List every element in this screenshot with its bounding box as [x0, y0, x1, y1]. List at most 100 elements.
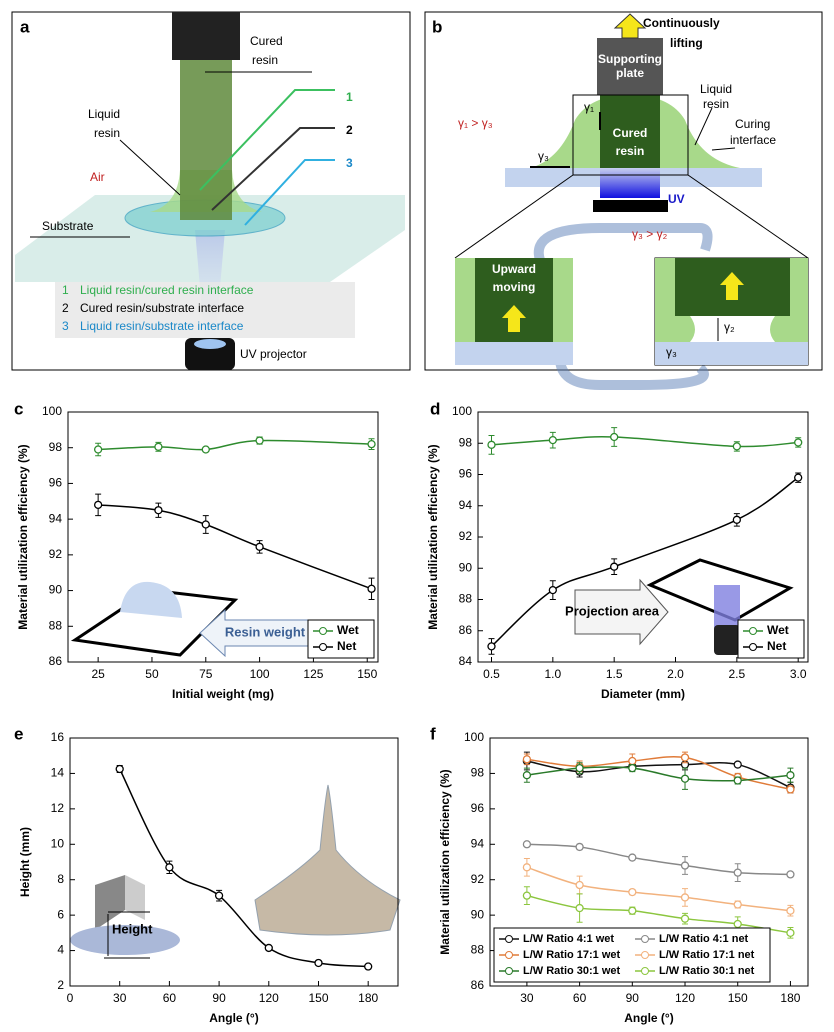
series-line: [491, 436, 799, 448]
beam: [714, 585, 740, 630]
panel-a: a Cured resin Liquid resin Air Substrate…: [11, 11, 411, 371]
x-tick-label: 125: [303, 667, 323, 681]
x-tick-label: 150: [357, 667, 377, 681]
marker: [201, 445, 210, 454]
plot-frame: [67, 411, 379, 663]
arrow: [574, 578, 669, 646]
x-axis-label: Diameter (mm): [601, 687, 685, 701]
legend-marker: [641, 967, 649, 975]
marker: [255, 542, 264, 551]
y-tick-label: 94: [471, 836, 485, 850]
panel-label: f: [430, 724, 436, 743]
label: lifting: [670, 36, 703, 50]
series-line: [526, 894, 791, 934]
marker: [487, 642, 496, 651]
label: γ₃: [538, 149, 549, 163]
zoom-box: [572, 94, 689, 176]
marker: [522, 755, 532, 764]
legend-marker: [319, 643, 327, 651]
marker: [733, 919, 742, 929]
x-axis-label: Angle (°): [624, 1011, 673, 1025]
legend-marker: [505, 935, 513, 943]
marker: [733, 760, 742, 769]
label: resin: [703, 97, 729, 111]
x-tick-label: 75: [199, 667, 213, 681]
marker: [610, 432, 619, 442]
panel-label: e: [14, 724, 23, 743]
panel-label: c: [14, 399, 23, 418]
legend-label: L/W Ratio 17:1 wet: [523, 949, 621, 961]
marker: [786, 928, 795, 938]
pointer: [244, 159, 335, 226]
cone: [254, 784, 401, 936]
cured-resin: [600, 95, 660, 168]
y-tick-label: 90: [49, 583, 63, 597]
legend-label: L/W Ratio 4:1 net: [659, 933, 749, 945]
legend-num: 1: [62, 283, 69, 297]
marker: [314, 958, 323, 968]
label: γ₃: [666, 345, 677, 359]
marker: [165, 863, 174, 872]
marker: [154, 442, 163, 451]
marker: [628, 887, 637, 897]
marker: [364, 962, 373, 971]
y-tick-label: 98: [459, 435, 473, 449]
y-axis-label: Material utilization efficiency (%): [16, 444, 30, 629]
lens: [172, 12, 240, 60]
legend-marker: [319, 627, 327, 635]
label: Liquid: [88, 107, 120, 121]
arrow-up: [613, 13, 647, 39]
series-line: [526, 843, 791, 876]
zoom-line: [687, 174, 809, 259]
legend-box: [737, 619, 805, 659]
marker: [628, 756, 637, 766]
label: 3: [346, 156, 353, 170]
marker: [680, 861, 690, 870]
x-tick-label: 60: [573, 991, 587, 1005]
legend-box: [55, 282, 355, 338]
panel-c-art: [70, 581, 331, 658]
arrow-up: [502, 305, 526, 332]
y-axis-label: Material utilization efficiency (%): [438, 769, 452, 954]
x-tick-label: 30: [520, 991, 534, 1005]
legend-marker: [749, 627, 757, 635]
x-tick-label: 0: [67, 991, 74, 1005]
y-tick-label: 2: [57, 978, 64, 992]
marker: [628, 906, 637, 915]
chart: d 84 86 88 90 92 94 96 98 100 0.5 1.0 1.5 2.0 2.5 3.0 Di…: [426, 399, 809, 701]
droplet: [120, 581, 182, 618]
y-tick-label: 98: [471, 766, 485, 780]
cured-column: [180, 60, 232, 220]
panel-b: b Continuously lifting Supporting plate …: [424, 11, 823, 390]
x-tick-label: 3.0: [790, 667, 807, 681]
marker: [610, 562, 619, 571]
x-tick-label: 120: [259, 991, 279, 1005]
x-tick-label: 2.5: [729, 667, 746, 681]
annotation: Projection area: [565, 603, 660, 618]
label: 1: [346, 90, 353, 104]
cycle-arrow: [533, 223, 713, 262]
plot-frame: [489, 737, 809, 987]
y-axis-label: Material utilization efficiency (%): [426, 444, 440, 629]
x-tick-label: 180: [780, 991, 800, 1005]
marker: [628, 853, 637, 862]
panel-e-art: [70, 784, 401, 959]
label: γ₁: [584, 100, 594, 114]
y-tick-label: 88: [49, 618, 63, 632]
leader: [119, 139, 181, 196]
plate: [597, 38, 663, 95]
x-tick-label: 2.0: [667, 667, 684, 681]
liquid-resin: [770, 258, 808, 342]
y-tick-label: 98: [49, 440, 63, 454]
y-axis-label: Height (mm): [18, 827, 32, 897]
y-tick-label: 16: [51, 730, 65, 744]
resin: [70, 925, 180, 955]
projector: [593, 200, 668, 212]
x-tick-label: 100: [250, 667, 270, 681]
plot-frame: [69, 737, 399, 987]
marker: [93, 500, 103, 510]
label: moving: [493, 280, 536, 294]
label: Curing: [735, 117, 770, 131]
legend-marker: [641, 951, 649, 959]
label: plate: [616, 66, 644, 80]
